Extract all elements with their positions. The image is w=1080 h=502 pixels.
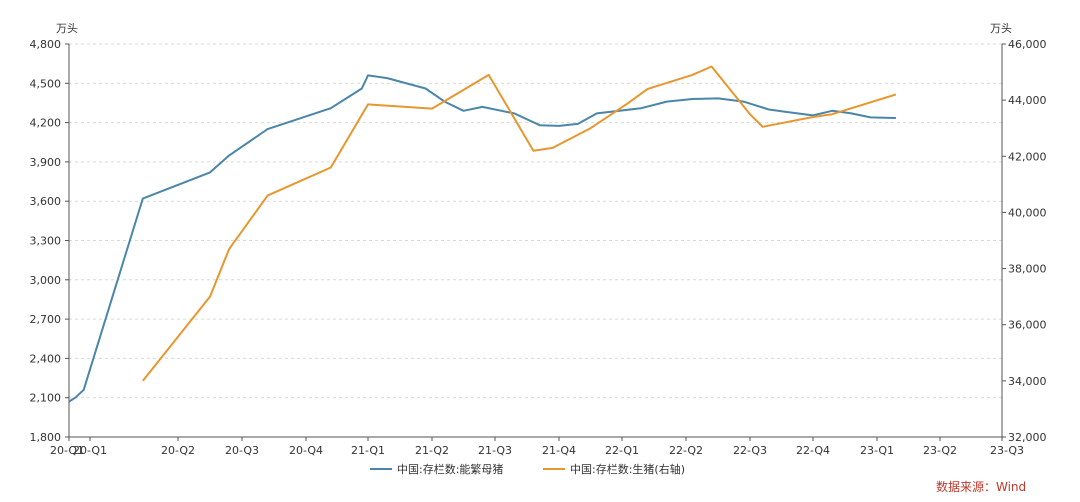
right-axis-tick-label: 36,000 xyxy=(1008,319,1047,332)
left-axis-tick-label: 3,600 xyxy=(30,195,62,208)
left-axis-tick-label: 2,400 xyxy=(30,352,62,365)
x-axis-tick-label: 22-Q1 xyxy=(605,444,639,457)
x-axis-tick-label: 22-Q2 xyxy=(669,444,703,457)
left-axis-tick-label: 2,100 xyxy=(30,392,62,405)
x-axis-tick-label: 23-Q3 xyxy=(990,444,1024,457)
series-line-2 xyxy=(142,65,897,382)
axes: 1,800 2,100 2,400 2,700 3,000 3,300 3,600 3,900… xyxy=(30,38,1047,457)
right-axis-tick-label: 42,000 xyxy=(1008,150,1047,163)
left-axis-tick-label: 4,800 xyxy=(30,38,62,51)
x-axis-tick-label: 23-Q1 xyxy=(860,444,894,457)
x-axis-tick-label: 20-Q3 xyxy=(225,444,259,457)
left-axis-tick-label: 4,500 xyxy=(30,77,62,90)
x-axis-tick-label: 23-Q2 xyxy=(923,444,957,457)
legend-label: 中国:存栏数:能繁母猪 xyxy=(397,462,503,476)
right-axis-unit: 万头 xyxy=(990,22,1012,35)
series-line-1 xyxy=(68,74,896,403)
x-axis-tick-label: 20-Q4 xyxy=(289,444,323,457)
left-axis-tick-label: 4,200 xyxy=(30,117,62,130)
left-axis-unit: 万头 xyxy=(56,22,78,35)
series-lines xyxy=(68,65,897,403)
left-axis-tick-label: 2,700 xyxy=(30,313,62,326)
x-axis-tick-label: 22-Q3 xyxy=(733,444,767,457)
x-axis-tick-label: 20-Q1 xyxy=(50,444,84,457)
right-axis-tick-label: 32,000 xyxy=(1008,431,1047,444)
left-axis-tick-label: 1,800 xyxy=(30,431,62,444)
x-axis-tick-label: 21-Q4 xyxy=(542,444,576,457)
x-axis-tick-label: 20-Q1 xyxy=(73,444,107,457)
right-axis-tick-label: 38,000 xyxy=(1008,263,1047,276)
x-axis-tick-label: 21-Q2 xyxy=(415,444,449,457)
x-axis-tick-label: 22-Q4 xyxy=(796,444,830,457)
left-axis-tick-label: 3,300 xyxy=(30,235,62,248)
right-axis-tick-label: 46,000 xyxy=(1008,38,1047,51)
source-note: 数据来源：Wind xyxy=(936,480,1027,494)
x-axis-tick-label: 20-Q2 xyxy=(161,444,195,457)
left-axis-tick-label: 3,900 xyxy=(30,156,62,169)
grid xyxy=(69,43,1002,438)
right-axis-tick-label: 34,000 xyxy=(1008,375,1047,388)
left-axis-tick-label: 3,000 xyxy=(30,274,62,287)
x-axis-tick-label: 21-Q3 xyxy=(478,444,512,457)
x-axis-tick-label: 21-Q1 xyxy=(351,444,385,457)
right-axis-tick-label: 44,000 xyxy=(1008,94,1047,107)
legend: 中国:存栏数:能繁母猪 中国:存栏数:生猪(右轴) xyxy=(370,462,685,476)
legend-label: 中国:存栏数:生猪(右轴) xyxy=(570,462,685,476)
right-axis-tick-label: 40,000 xyxy=(1008,206,1047,219)
